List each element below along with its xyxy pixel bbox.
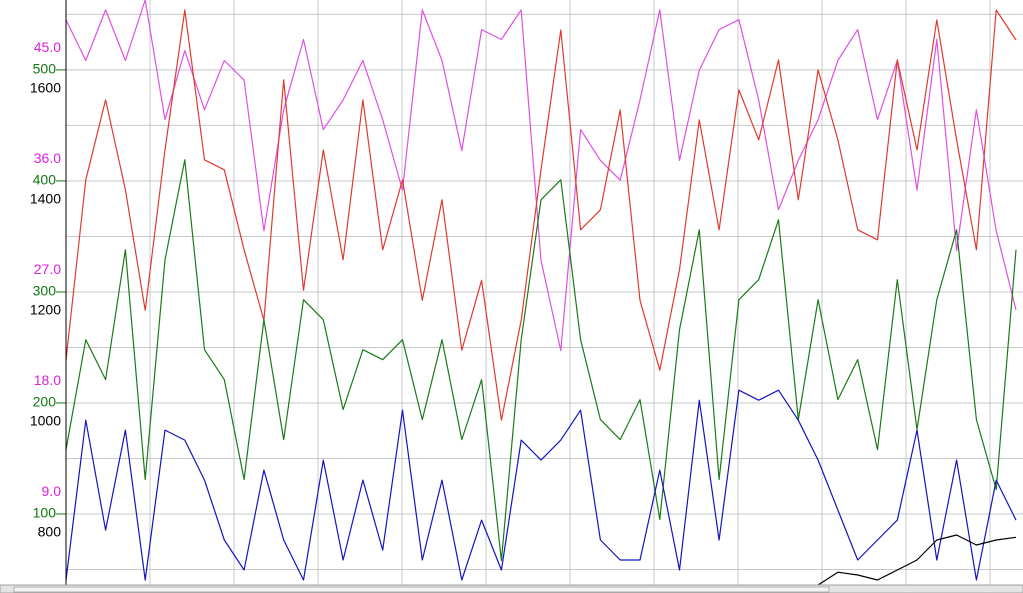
series-line	[817, 534, 1017, 586]
y3-tick-label: 1000	[30, 413, 61, 429]
y3-tick-label: 1400	[30, 191, 61, 207]
y2-tick-label: 200	[33, 394, 57, 410]
y3-tick-label: 800	[38, 524, 62, 540]
y-tick-label: 9.0	[42, 483, 62, 499]
scrollbar-thumb[interactable]	[13, 586, 830, 593]
y3-tick-label: 1600	[30, 80, 61, 96]
y3-tick-label: 1200	[30, 302, 61, 318]
horizontal-grid	[66, 13, 1023, 570]
series-line	[65, 9, 1017, 421]
series-line	[65, 389, 1017, 581]
series-line	[65, 0, 1017, 352]
y-tick-label: 36.0	[34, 150, 61, 166]
series-line	[65, 159, 1017, 562]
y-tick-label: 45.0	[34, 39, 61, 55]
y2-tick-label: 500	[33, 61, 57, 77]
y2-tick-label: 400	[33, 172, 57, 188]
y-tick-label: 27.0	[34, 261, 61, 277]
y-tick-label: 18.0	[34, 372, 61, 388]
y2-tick-label: 100	[33, 505, 57, 521]
y2-tick-label: 300	[33, 283, 57, 299]
